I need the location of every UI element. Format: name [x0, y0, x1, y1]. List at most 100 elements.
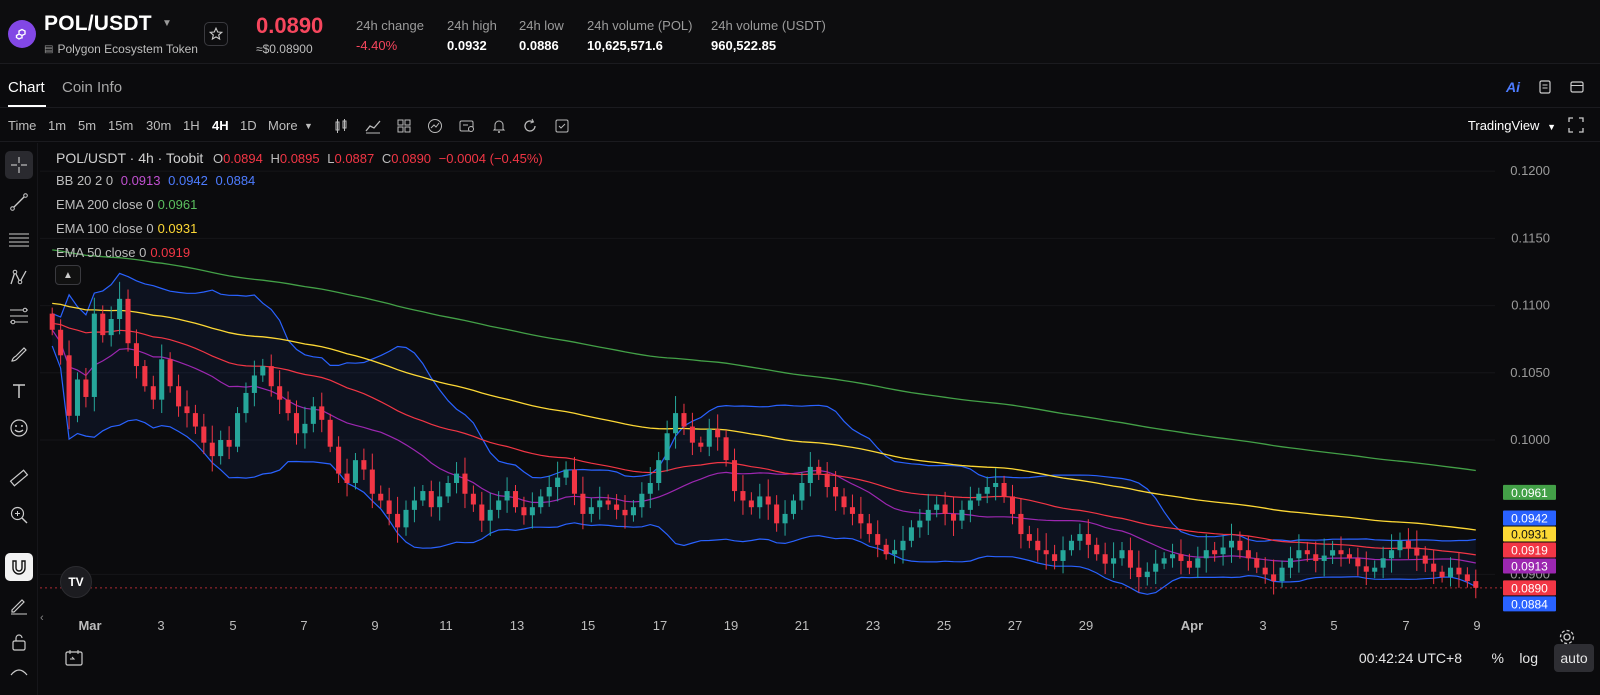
brush-tool[interactable] [5, 340, 33, 368]
visibility-tool[interactable] [5, 663, 33, 683]
candle [731, 448, 738, 502]
candle [49, 307, 55, 336]
alert-icon[interactable] [490, 117, 508, 135]
price-chart[interactable]: 0.1200 0.1150 0.1100 0.1050 0.1000 0.0900 0.09… [40, 143, 1600, 695]
tab-chart[interactable]: Chart [8, 79, 45, 96]
timeframe-1h[interactable]: 1H [183, 118, 200, 133]
magnet-mode-tool[interactable] [5, 553, 33, 581]
candle [1405, 528, 1411, 559]
ohlc-low-label: L [327, 151, 335, 166]
tradingview-logo[interactable]: TV [60, 566, 92, 598]
candle [951, 496, 957, 536]
gear-icon[interactable] [1558, 628, 1576, 646]
candle [1111, 542, 1117, 578]
layout-icon[interactable] [1568, 78, 1586, 96]
zoom-tool[interactable] [5, 501, 33, 529]
chart-engine-select[interactable]: TradingView ▼ [1467, 118, 1556, 133]
ai-icon[interactable]: Ai [1506, 79, 1520, 95]
auto-scale-button[interactable]: auto [1554, 644, 1594, 672]
date-range-icon[interactable] [64, 648, 84, 668]
text-tool[interactable] [5, 377, 33, 405]
candle [942, 491, 948, 526]
template-icon[interactable] [458, 117, 476, 135]
candle [167, 352, 173, 393]
candlestick-chart[interactable]: 0.12000.11500.11000.10500.10000.09000.09… [40, 143, 1600, 695]
lock-tool[interactable] [5, 628, 33, 656]
ema200-legend[interactable]: EMA 200 close 0 0.0961 [56, 197, 198, 212]
chevron-down-icon[interactable]: ▼ [304, 121, 313, 131]
ohlc-high-label: H [270, 151, 280, 166]
candle [1203, 534, 1209, 573]
candle-body [361, 460, 367, 470]
replay-icon[interactable] [521, 117, 539, 135]
price-badge-label: 0.0961 [1511, 486, 1548, 500]
emoji-tool[interactable] [5, 414, 33, 442]
candle-body [917, 520, 923, 528]
candle-body [807, 466, 813, 483]
candle-body [159, 359, 165, 400]
fib-tool[interactable] [5, 302, 33, 330]
tab-coin-info[interactable]: Coin Info [62, 79, 123, 96]
crosshair-icon [11, 157, 27, 173]
timeframe-1d[interactable]: 1D [240, 118, 257, 133]
timeframe-4h[interactable]: 4H [212, 118, 229, 133]
orderbook-icon[interactable] [1536, 78, 1554, 96]
pattern-tool[interactable] [5, 264, 33, 292]
candle [681, 403, 687, 435]
candle-body [1237, 540, 1243, 551]
candle-body [639, 493, 645, 508]
price-badge-bg [1503, 510, 1556, 526]
price-badge: 0.0884 [1503, 596, 1556, 612]
collapse-toolbar-icon[interactable]: ‹ [40, 612, 44, 624]
candle-body [1304, 550, 1310, 555]
indicators-grid-icon[interactable] [395, 117, 413, 135]
time-tick-label: 3 [1259, 618, 1266, 633]
candle-body [1212, 550, 1218, 555]
ema50-legend[interactable]: EMA 50 close 0 0.0919 [56, 245, 191, 260]
timeframe-15m[interactable]: 15m [108, 118, 134, 133]
timeframe-time[interactable]: Time [8, 118, 37, 133]
candle-body [496, 500, 502, 510]
horizontal-lines-tool[interactable] [5, 226, 33, 254]
candle-body [243, 392, 249, 414]
timeframe-5m[interactable]: 5m [78, 118, 97, 133]
candle [849, 494, 855, 526]
ema100-legend[interactable]: EMA 100 close 0 0.0931 [56, 221, 198, 236]
candle-body [378, 493, 384, 501]
candle [285, 391, 291, 421]
collapse-legend-button[interactable]: ▲ [55, 265, 81, 285]
candle-body [959, 509, 965, 521]
percent-scale-button[interactable]: % [1491, 650, 1504, 666]
utc-clock[interactable]: 00:42:24 UTC+8 [1358, 650, 1462, 666]
candle-body [1094, 544, 1100, 555]
candle [1338, 536, 1344, 567]
candle-body [647, 482, 653, 494]
edit-check-icon[interactable] [553, 117, 571, 135]
candle-body [529, 507, 535, 516]
timeframe-30m[interactable]: 30m [146, 118, 172, 133]
candle [125, 289, 131, 352]
candle-body [1136, 567, 1142, 578]
measure-tool[interactable] [5, 464, 33, 492]
bb-legend[interactable]: BB 20 2 0 0.0913 0.0942 0.0884 [56, 173, 255, 188]
candle [807, 452, 813, 497]
timeframe-more[interactable]: More [268, 118, 298, 133]
timeframe-1m[interactable]: 1m [48, 118, 67, 133]
candle-body [934, 504, 940, 510]
fullscreen-icon[interactable] [1568, 117, 1584, 133]
crosshair-tool[interactable] [5, 151, 33, 179]
candle [1195, 546, 1201, 579]
candles-icon[interactable] [332, 117, 350, 135]
fibonacci-icon [10, 307, 28, 325]
chevron-down-icon[interactable]: ▼ [162, 18, 172, 29]
pair-selector[interactable]: POL/USDT [44, 12, 152, 35]
log-scale-button[interactable]: log [1519, 650, 1538, 666]
indicator-fx-icon[interactable] [426, 117, 444, 135]
favorite-star-button[interactable] [204, 22, 228, 46]
price-tick-label: 0.1100 [1511, 298, 1550, 313]
trend-line-tool[interactable] [5, 188, 33, 216]
candle-body [824, 473, 830, 488]
draw-mode-tool[interactable] [5, 591, 33, 619]
line-chart-icon[interactable] [364, 117, 382, 135]
candle-body [479, 504, 485, 521]
